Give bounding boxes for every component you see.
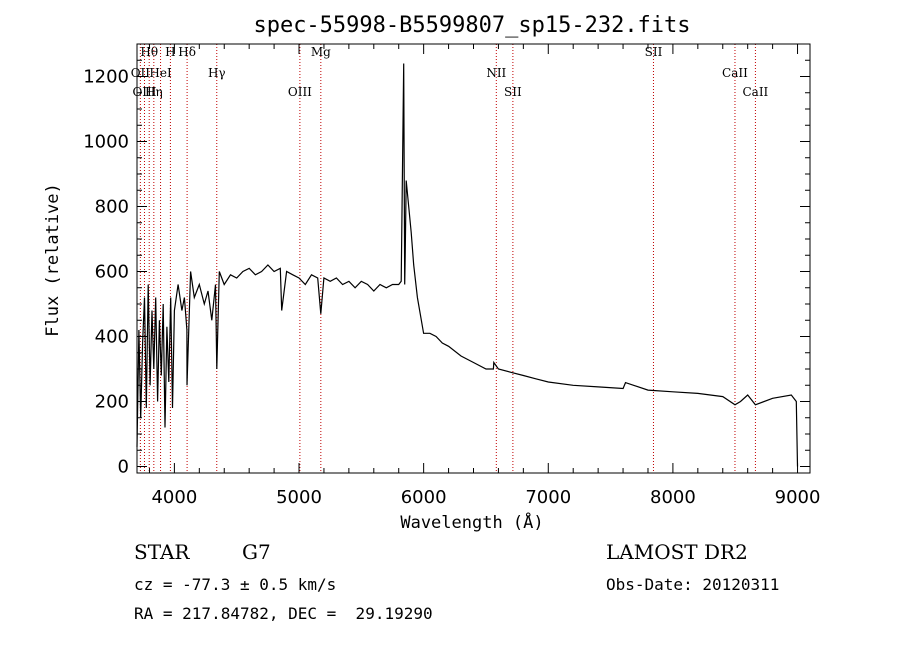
ra-dec: RA = 217.84782, DEC = 29.19290 [134, 604, 433, 623]
spectral-line-markers: Hθ OII OIII H HeI Hη Hδ Hγ OIII Mg NII SII SII CaII Ca… [131, 44, 769, 473]
x-tick-label: 6000 [401, 487, 447, 508]
spectral-line-label: NII [486, 66, 506, 80]
spectrum-line [136, 63, 799, 467]
spectral-line-label: H [165, 45, 175, 59]
y-tick-label: 0 [118, 457, 129, 478]
y-axis-ticks: 0 200 400 600 800 1000 1200 [83, 59, 810, 478]
spectral-line-label: HeI [149, 66, 172, 80]
y-tick-label: 400 [95, 327, 129, 348]
y-tick-label: 1000 [83, 132, 129, 153]
x-tick-label: 9000 [775, 487, 821, 508]
spectral-line-label: Hδ [178, 45, 196, 59]
spectral-line-label: OIII [132, 85, 156, 99]
x-tick-label: 8000 [650, 487, 696, 508]
observation-date: Obs-Date: 20120311 [606, 575, 780, 594]
survey-name: LAMOST DR2 [606, 540, 748, 564]
spectral-line-label: SII [645, 45, 663, 59]
y-tick-label: 800 [95, 197, 129, 218]
spectral-line-label: Hη [145, 85, 163, 99]
y-tick-label: 200 [95, 392, 129, 413]
spectral-line-label: Mg [311, 45, 331, 59]
spectral-line-label: OII [131, 66, 151, 80]
x-tick-label: 7000 [525, 487, 571, 508]
plot-frame [136, 43, 811, 474]
y-tick-label: 1200 [83, 67, 129, 88]
chart-title: spec-55998-B5599807_sp15-232.fits [253, 13, 690, 38]
spectral-line-label: Hθ [140, 45, 158, 59]
spectral-line-label: SII [504, 85, 522, 99]
y-axis-label: Flux (relative) [43, 183, 63, 337]
spectral-line-label: CaII [742, 85, 768, 99]
x-axis-label: Wavelength (Å) [400, 511, 543, 533]
x-tick-label: 4000 [151, 487, 197, 508]
redshift-cz: cz = -77.3 ± 0.5 km/s [134, 575, 337, 594]
x-axis-ticks: 4000 5000 6000 7000 8000 9000 [148, 44, 821, 508]
spectral-line-label: OIII [288, 85, 312, 99]
spectral-line-label: Hγ [208, 66, 226, 80]
object-type: STAR [134, 540, 190, 564]
x-tick-label: 5000 [276, 487, 322, 508]
y-tick-label: 600 [95, 262, 129, 283]
object-subclass: G7 [242, 540, 271, 564]
spectral-line-label: CaII [722, 66, 748, 80]
